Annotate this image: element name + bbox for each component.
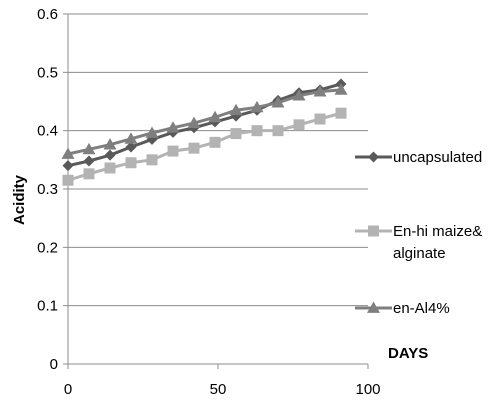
data-point-uncapsulated — [62, 160, 74, 172]
legend-marker-uncapsulated — [368, 151, 379, 163]
data-point-en-hi-maize-alginate — [125, 157, 137, 169]
data-point-en-al4 — [82, 142, 96, 155]
data-series — [61, 78, 348, 186]
data-point-uncapsulated — [83, 155, 95, 167]
x-tick-label: 50 — [210, 381, 227, 398]
data-point-en-hi-maize-alginate — [272, 125, 284, 137]
data-point-en-hi-maize-alginate — [314, 113, 326, 125]
y-axis-title: Acidity — [11, 174, 28, 225]
legend: uncapsulated En-hi maize&alginate en-Al4% — [355, 149, 482, 317]
data-point-en-hi-maize-alginate — [188, 142, 200, 154]
data-point-en-hi-maize-alginate — [209, 136, 221, 148]
data-point-en-al4 — [250, 100, 264, 113]
x-tick-label: 100 — [355, 381, 380, 398]
data-point-en-hi-maize-alginate — [146, 154, 158, 166]
data-point-en-al4 — [61, 147, 75, 159]
y-tick-label: 0.5 — [37, 64, 58, 81]
data-point-en-al4 — [271, 96, 285, 108]
data-point-en-hi-maize-alginate — [83, 168, 95, 180]
data-point-uncapsulated — [104, 149, 116, 161]
data-point-en-al4 — [124, 132, 138, 144]
x-axis-ticks: 0 50 100 — [64, 364, 381, 398]
data-point-en-al4 — [103, 138, 117, 150]
data-point-en-al4 — [145, 126, 159, 138]
data-point-en-hi-maize-alginate — [335, 107, 347, 119]
data-point-en-hi-maize-alginate — [167, 145, 179, 157]
gridlines — [68, 13, 368, 307]
data-point-en-al4 — [313, 85, 327, 97]
legend-label-uncapsulated: uncapsulated — [393, 149, 482, 166]
data-point-en-al4 — [208, 110, 222, 123]
data-point-en-al4 — [166, 121, 180, 133]
data-point-en-hi-maize-alginate — [62, 174, 74, 186]
y-tick-label: 0.1 — [37, 298, 58, 315]
y-tick-label: 0 — [50, 356, 58, 373]
x-tick-label: 0 — [64, 381, 72, 398]
data-point-en-hi-maize-alginate — [230, 128, 242, 140]
legend-marker-en-al4 — [367, 301, 380, 313]
x-axis-title: DAYS — [388, 345, 428, 362]
legend-label-en-al4: en-Al4% — [393, 300, 450, 317]
legend-label-en-hi-maize-alginate: alginate — [393, 245, 446, 262]
y-tick-label: 0.3 — [37, 181, 58, 198]
data-point-en-hi-maize-alginate — [104, 162, 116, 174]
y-tick-label: 0.4 — [37, 123, 58, 140]
data-point-en-al4 — [229, 103, 243, 116]
y-tick-label: 0.2 — [37, 239, 58, 256]
data-point-en-al4 — [187, 116, 201, 128]
y-axis-ticks: 0 0.1 0.2 0.3 0.4 0.5 0.6 — [37, 6, 68, 373]
data-point-en-hi-maize-alginate — [251, 125, 263, 137]
data-point-en-hi-maize-alginate — [293, 119, 305, 131]
legend-marker-en-hi-maize-alginate — [368, 225, 379, 237]
legend-label-en-hi-maize-alginate: En-hi maize& — [393, 223, 482, 240]
data-point-en-al4 — [334, 83, 348, 95]
data-point-uncapsulated — [125, 141, 137, 153]
data-point-en-al4 — [292, 89, 306, 101]
y-tick-label: 0.6 — [37, 6, 58, 23]
